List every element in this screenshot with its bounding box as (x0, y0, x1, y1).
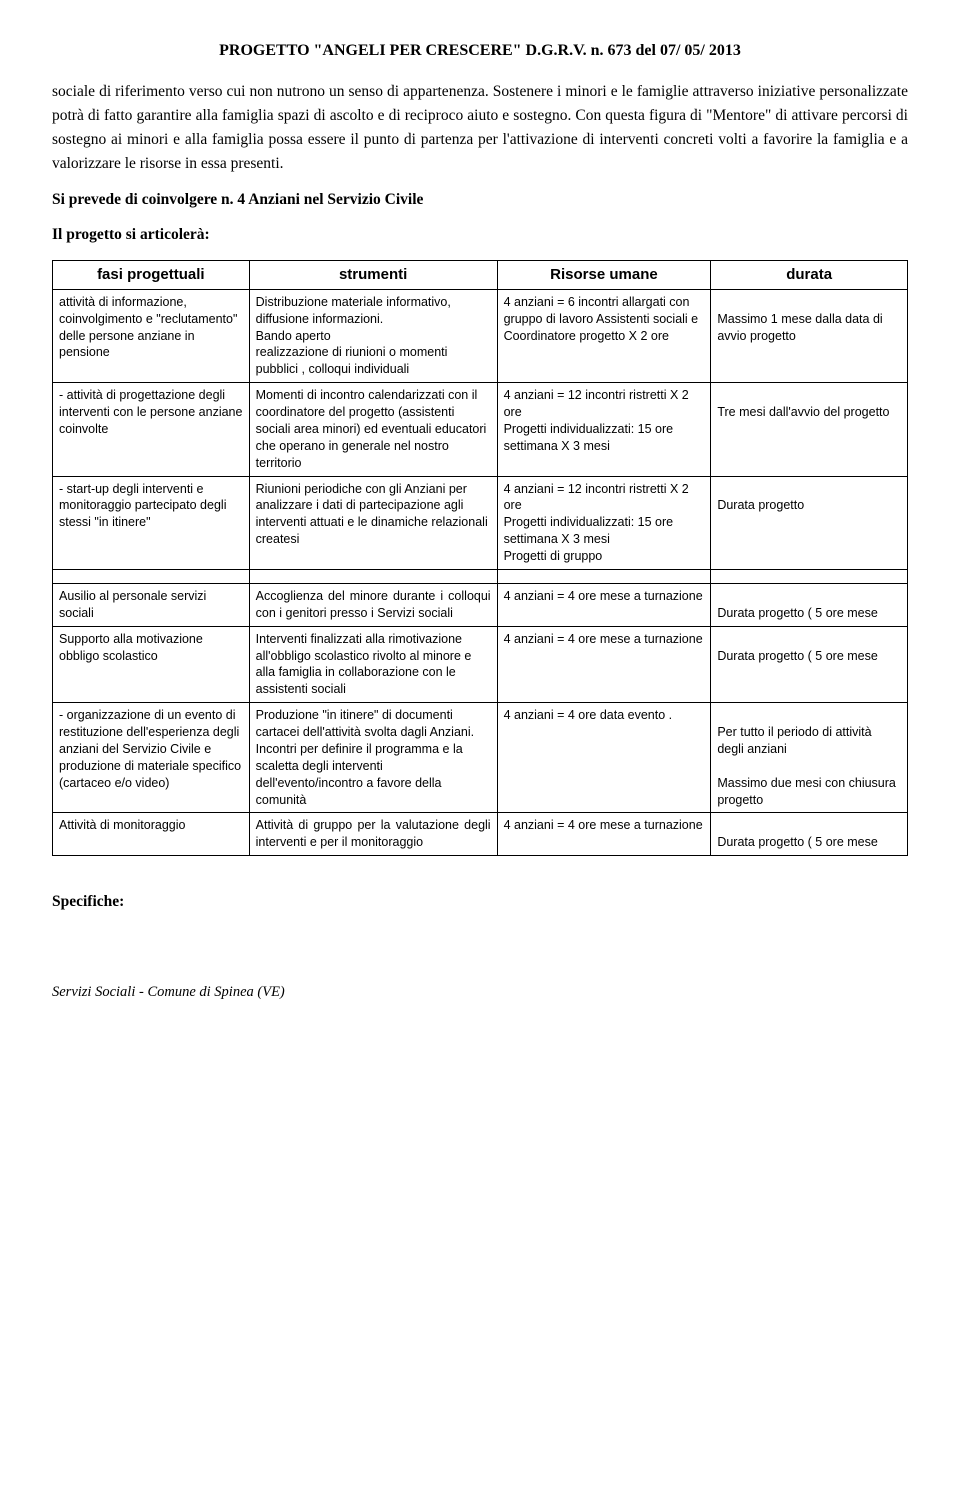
table-row: attività di informazione, coinvolgimento… (53, 289, 908, 382)
table-cell: Ausilio al personale servizi sociali (53, 583, 250, 626)
table-cell: Durata progetto ( 5 ore mese (711, 583, 908, 626)
table-row: Ausilio al personale servizi socialiAcco… (53, 583, 908, 626)
intro-paragraph: sociale di riferimento verso cui non nut… (52, 80, 908, 176)
table-cell: 4 anziani = 6 incontri allargati con gru… (497, 289, 711, 382)
table-cell: Interventi finalizzati alla rimotivazion… (249, 626, 497, 703)
table-cell: - attività di progettazione degli interv… (53, 383, 250, 476)
table-cell: - organizzazione di un evento di restitu… (53, 703, 250, 813)
table-cell: 4 anziani = 12 incontri ristretti X 2 or… (497, 476, 711, 569)
table-cell: 4 anziani = 4 ore mese a turnazione (497, 626, 711, 703)
table-row: - organizzazione di un evento di restitu… (53, 703, 908, 813)
table-header-row: fasi progettuali strumenti Risorse umane… (53, 260, 908, 289)
table-cell: 4 anziani = 4 ore data evento . (497, 703, 711, 813)
specifiche-heading: Specifiche: (52, 892, 908, 913)
table-cell: Produzione "in itinere" di documenti car… (249, 703, 497, 813)
table-cell: - start-up degli interventi e monitoragg… (53, 476, 250, 569)
table-cell: Tre mesi dall'avvio del progetto (711, 383, 908, 476)
table-cell: 4 anziani = 12 incontri ristretti X 2 or… (497, 383, 711, 476)
document-title: PROGETTO "ANGELI PER CRESCERE" D.G.R.V. … (52, 40, 908, 62)
table-cell: Riunioni periodiche con gli Anziani per … (249, 476, 497, 569)
footer-text: Servizi Sociali - Comune di Spinea (VE) (52, 983, 908, 1003)
table-cell: 4 anziani = 4 ore mese a turnazione (497, 813, 711, 856)
table-cell: attività di informazione, coinvolgimento… (53, 289, 250, 382)
table-cell: Supporto alla motivazione obbligo scolas… (53, 626, 250, 703)
table-cell: Distribuzione materiale informativo, dif… (249, 289, 497, 382)
coinvolgere-heading: Si prevede di coinvolgere n. 4 Anziani n… (52, 190, 908, 211)
table-cell: Per tutto il periodo di attività degli a… (711, 703, 908, 813)
table-cell: Durata progetto (711, 476, 908, 569)
table-cell: Momenti di incontro calendarizzati con i… (249, 383, 497, 476)
col-risorse: Risorse umane (497, 260, 711, 289)
table-cell: 4 anziani = 4 ore mese a turnazione (497, 583, 711, 626)
table-gap-row (53, 569, 908, 583)
table-cell: Massimo 1 mese dalla data di avvio proge… (711, 289, 908, 382)
table-cell: Durata progetto ( 5 ore mese (711, 813, 908, 856)
col-strumenti: strumenti (249, 260, 497, 289)
table-row: - start-up degli interventi e monitoragg… (53, 476, 908, 569)
table-row: Supporto alla motivazione obbligo scolas… (53, 626, 908, 703)
table-cell: Accoglienza del minore durante i colloqu… (249, 583, 497, 626)
table-cell: Attività di monitoraggio (53, 813, 250, 856)
project-table: fasi progettuali strumenti Risorse umane… (52, 260, 908, 857)
table-row: - attività di progettazione degli interv… (53, 383, 908, 476)
table-row: Attività di monitoraggioAttività di grup… (53, 813, 908, 856)
table-cell: Attività di gruppo per la valutazione de… (249, 813, 497, 856)
table-cell: Durata progetto ( 5 ore mese (711, 626, 908, 703)
col-fasi: fasi progettuali (53, 260, 250, 289)
articolera-heading: Il progetto si articolerà: (52, 225, 908, 246)
col-durata: durata (711, 260, 908, 289)
